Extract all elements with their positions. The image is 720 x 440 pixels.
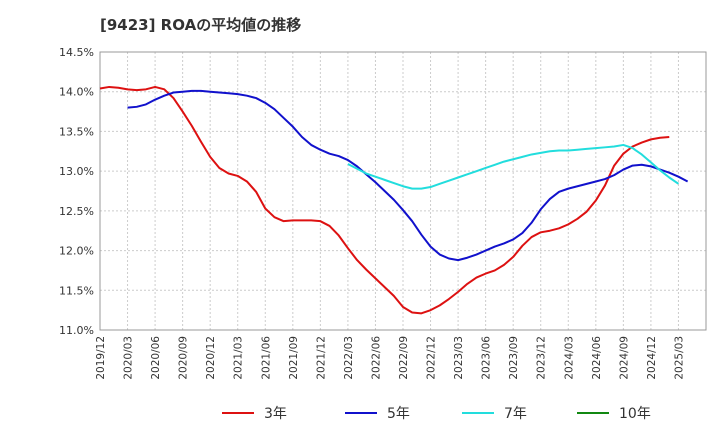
x-tick-label: 2020/03 — [123, 336, 135, 380]
x-tick-label: 2022/09 — [398, 336, 410, 380]
x-tick-label: 2024/12 — [646, 336, 658, 380]
x-tick-label: 2024/03 — [563, 336, 575, 380]
y-tick-label: 11.0% — [59, 324, 94, 337]
y-axis: 14.5% 14.0% 13.5% 13.0% 12.5% 12.0% 11.5% 11.0% — [59, 46, 94, 337]
x-tick-label: 2023/09 — [508, 336, 520, 380]
x-tick-label: 2022/12 — [426, 336, 438, 380]
x-tick-label: 2023/12 — [536, 336, 548, 380]
y-tick-label: 12.0% — [59, 245, 94, 258]
x-tick-label: 2023/03 — [453, 336, 465, 380]
x-tick-label: 2025/03 — [673, 336, 685, 380]
y-tick-label: 11.5% — [59, 284, 94, 297]
x-tick-label: 2021/06 — [260, 336, 272, 380]
x-tick-label: 2024/06 — [591, 336, 603, 380]
legend-label: 5年 — [387, 406, 410, 422]
series-line — [99, 85, 670, 315]
x-tick-label: 2021/09 — [288, 336, 300, 380]
x-tick-label: 2023/06 — [481, 336, 493, 380]
x-tick-label: 2019/12 — [95, 336, 107, 380]
x-tick-label: 2022/03 — [343, 336, 355, 380]
x-tick-label: 2020/12 — [205, 336, 217, 380]
plot-area — [99, 51, 707, 331]
y-tick-label: 13.0% — [59, 165, 94, 178]
x-tick-label: 2020/06 — [150, 336, 162, 380]
y-tick-label: 12.5% — [59, 205, 94, 218]
legend-label: 10年 — [619, 406, 651, 422]
y-tick-label: 13.5% — [59, 125, 94, 138]
x-tick-label: 2022/06 — [370, 336, 382, 380]
x-tick-label: 2021/12 — [315, 336, 327, 380]
legend: 3年 5年 7年 10年 — [222, 406, 651, 422]
legend-label: 7年 — [504, 406, 527, 422]
x-axis: 2019/12 2020/03 2020/06 2020/09 2020/12 2021/… — [95, 336, 685, 380]
y-tick-label: 14.0% — [59, 86, 94, 99]
x-tick-label: 2024/09 — [618, 336, 630, 380]
gridlines — [100, 51, 706, 331]
x-tick-label: 2020/09 — [178, 336, 190, 380]
series-line — [347, 143, 680, 190]
series-lines — [99, 85, 689, 315]
series-line — [127, 89, 689, 262]
chart-title: [9423] ROAの平均値の推移 — [100, 16, 302, 34]
y-tick-label: 14.5% — [59, 46, 94, 59]
legend-label: 3年 — [264, 406, 287, 422]
x-tick-label: 2021/03 — [233, 336, 245, 380]
